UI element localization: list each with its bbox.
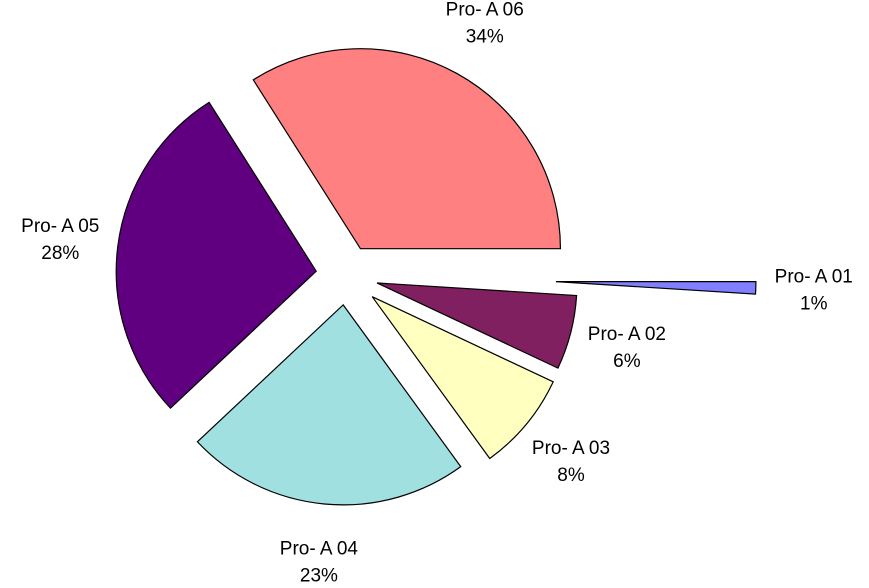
- slice-percent: 6%: [613, 351, 641, 372]
- pie-slice: [371, 296, 554, 460]
- pie-slice: [252, 48, 562, 250]
- pie-slice: [115, 101, 318, 409]
- slice-percent: 23%: [300, 566, 338, 583]
- pie-slice: [555, 280, 757, 295]
- slice-label: Pro- A 05: [21, 216, 99, 237]
- slice-label: Pro- A 06: [446, 0, 524, 21]
- pie-slice: [376, 282, 578, 369]
- slice-percent: 8%: [557, 465, 585, 486]
- slice-percent: 1%: [800, 294, 828, 315]
- slice-label: Pro- A 01: [775, 267, 853, 288]
- slice-percent: 28%: [41, 243, 79, 264]
- slice-percent: 34%: [466, 27, 504, 48]
- pie-slice: [196, 303, 462, 506]
- slice-label: Pro- A 04: [280, 539, 359, 560]
- slice-label: Pro- A 02: [588, 324, 666, 345]
- slice-label: Pro- A 03: [532, 438, 610, 459]
